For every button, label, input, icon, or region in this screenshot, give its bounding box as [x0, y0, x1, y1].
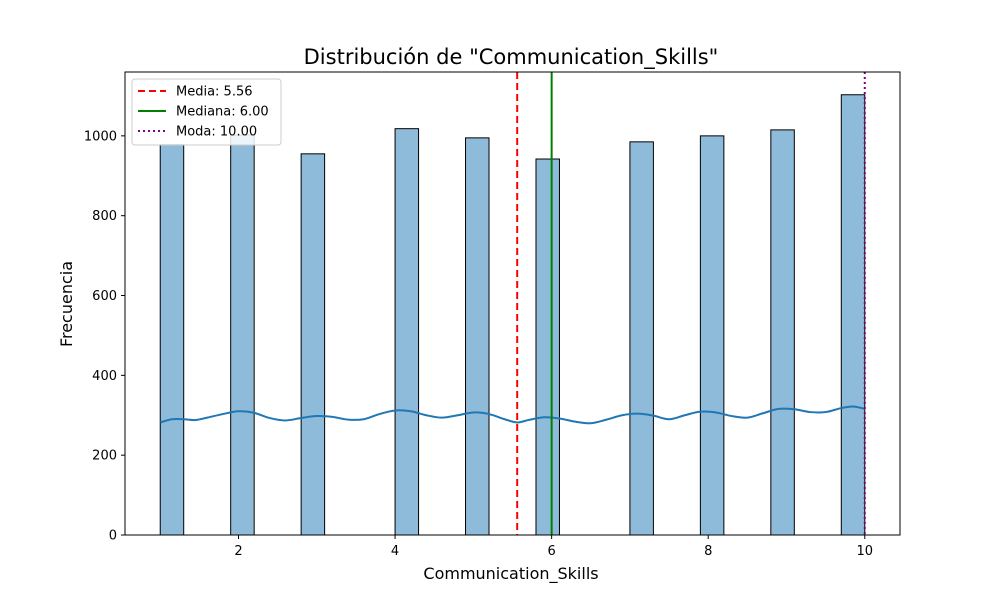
legend-label: Media: 5.56 — [176, 85, 253, 100]
histogram-bars — [159, 94, 866, 536]
x-tick-label: 4 — [391, 544, 399, 559]
histogram-bar — [840, 94, 866, 536]
histogram-bar — [394, 128, 420, 536]
histogram-bar — [699, 135, 725, 536]
y-tick-label: 200 — [92, 449, 117, 464]
kde-layer — [159, 405, 865, 425]
histogram-bar — [770, 129, 795, 536]
y-ticks: 0 200 400 600 800 1000 — [84, 129, 125, 544]
histogram-bar — [465, 137, 490, 536]
chart-title: Distribución de "Communication_Skills" — [304, 45, 719, 70]
y-tick-label: 800 — [92, 209, 117, 224]
plot-frame — [124, 71, 901, 536]
y-tick-label: 600 — [92, 289, 117, 304]
histogram-bar — [159, 144, 185, 536]
legend-label: Moda: 10.00 — [176, 125, 257, 140]
reference-lines — [516, 72, 866, 535]
x-tick-label: 6 — [548, 544, 556, 559]
axes — [124, 71, 901, 536]
x-tick-label: 10 — [856, 544, 873, 559]
histogram-bar — [629, 141, 654, 536]
y-tick-label: 400 — [92, 369, 117, 384]
y-tick-label: 1000 — [84, 129, 117, 144]
x-tick-label: 8 — [704, 544, 712, 559]
y-axis-label: Frecuencia — [57, 261, 76, 347]
histogram-bar — [230, 134, 255, 536]
histogram-bar — [300, 153, 326, 536]
x-axis-label: Communication_Skills — [423, 564, 598, 584]
histogram-bar — [535, 158, 560, 536]
x-tick-label: 2 — [234, 544, 242, 559]
kde-curve — [159, 405, 865, 425]
legend: Media: 5.56 Mediana: 6.00 Moda: 10.00 — [131, 78, 282, 146]
legend-label: Mediana: 6.00 — [176, 105, 269, 120]
x-ticks: 2 4 6 8 10 — [234, 535, 873, 559]
y-tick-label: 0 — [109, 529, 117, 544]
legend-box — [131, 78, 282, 146]
